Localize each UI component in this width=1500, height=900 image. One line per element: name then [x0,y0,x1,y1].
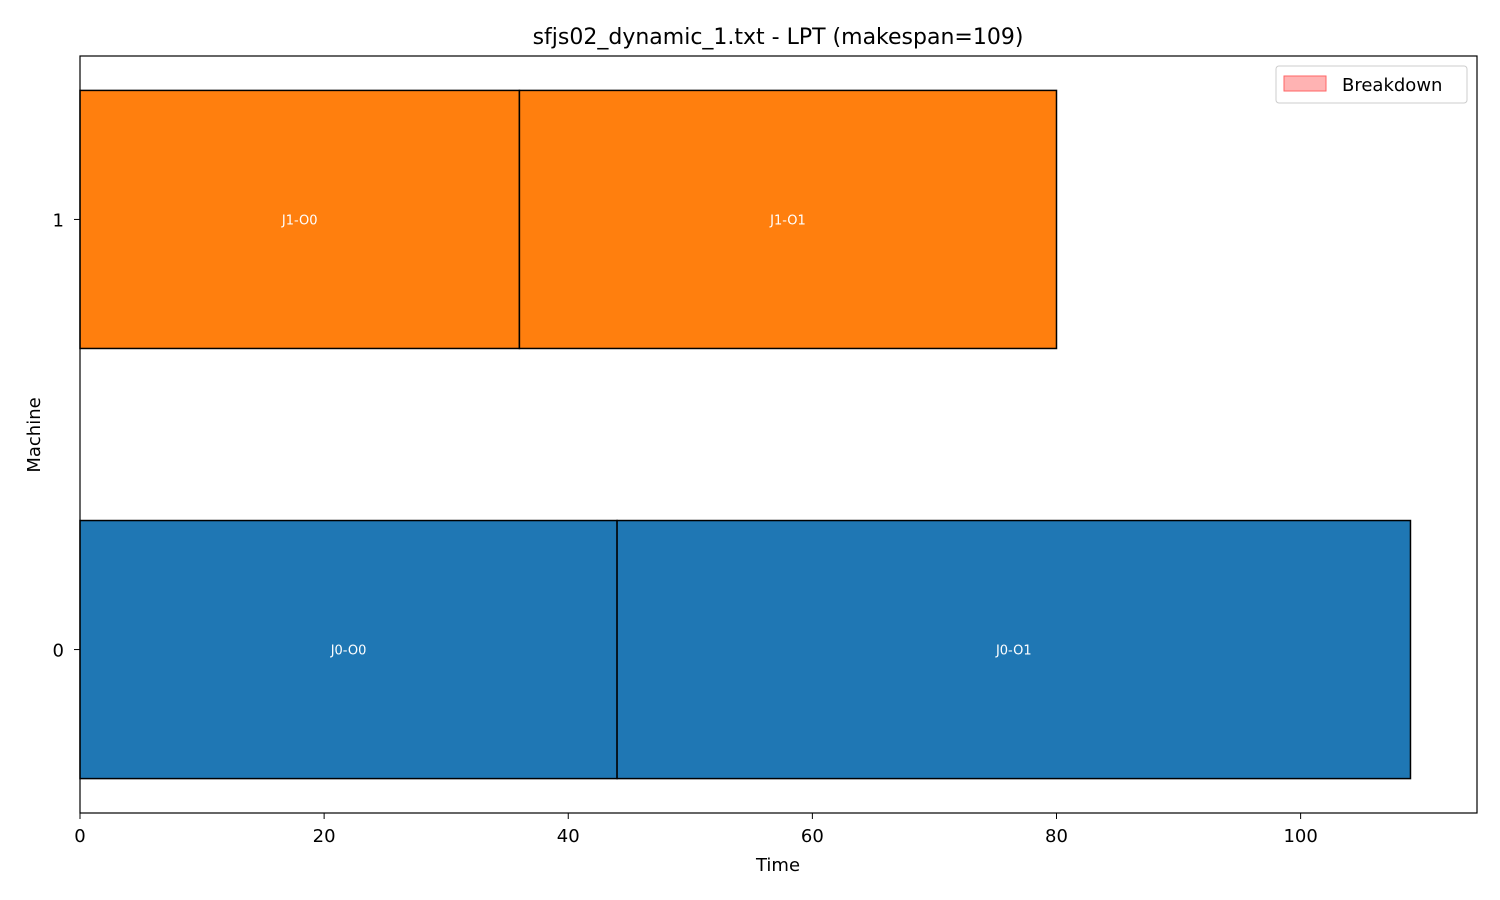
x-tick-label: 20 [313,826,336,847]
legend: Breakdown [1275,65,1468,104]
x-tick-label: 80 [1045,826,1068,847]
gantt-bar-j0-o0 [79,519,618,780]
x-tick-label: 60 [801,826,824,847]
bar-label: J1-O0 [281,213,318,228]
legend-swatch-breakdown [1283,75,1327,92]
x-tick-label: 100 [1283,826,1317,847]
plot-area: J1-O0 J1-O1 J0-O0 J0-O1 [79,89,1412,780]
y-tick-label: 0 [53,641,64,662]
plot-frame [79,55,1478,814]
bar-label: J0-O1 [995,644,1032,659]
x-tick-label: 0 [74,826,85,847]
y-tick-label: 1 [53,210,64,231]
x-axis: 0 20 40 60 80 100 [74,813,1318,847]
y-axis-label: Machine [24,397,45,472]
legend-label-breakdown: Breakdown [1342,75,1442,96]
gantt-bar-j0-o1 [616,519,1412,780]
bar-label: J1-O1 [769,213,806,228]
gantt-bar-j1-o1 [518,89,1058,350]
y-axis: 01 [53,210,80,662]
x-axis-label: Time [755,855,800,876]
chart-title: sfjs02_dynamic_1.txt - LPT (makespan=109… [533,25,1024,50]
gantt-bar-j1-o0 [79,89,521,350]
x-tick-label: 40 [557,826,580,847]
legend-frame [1275,65,1468,104]
bar-label: J0-O0 [330,644,367,659]
